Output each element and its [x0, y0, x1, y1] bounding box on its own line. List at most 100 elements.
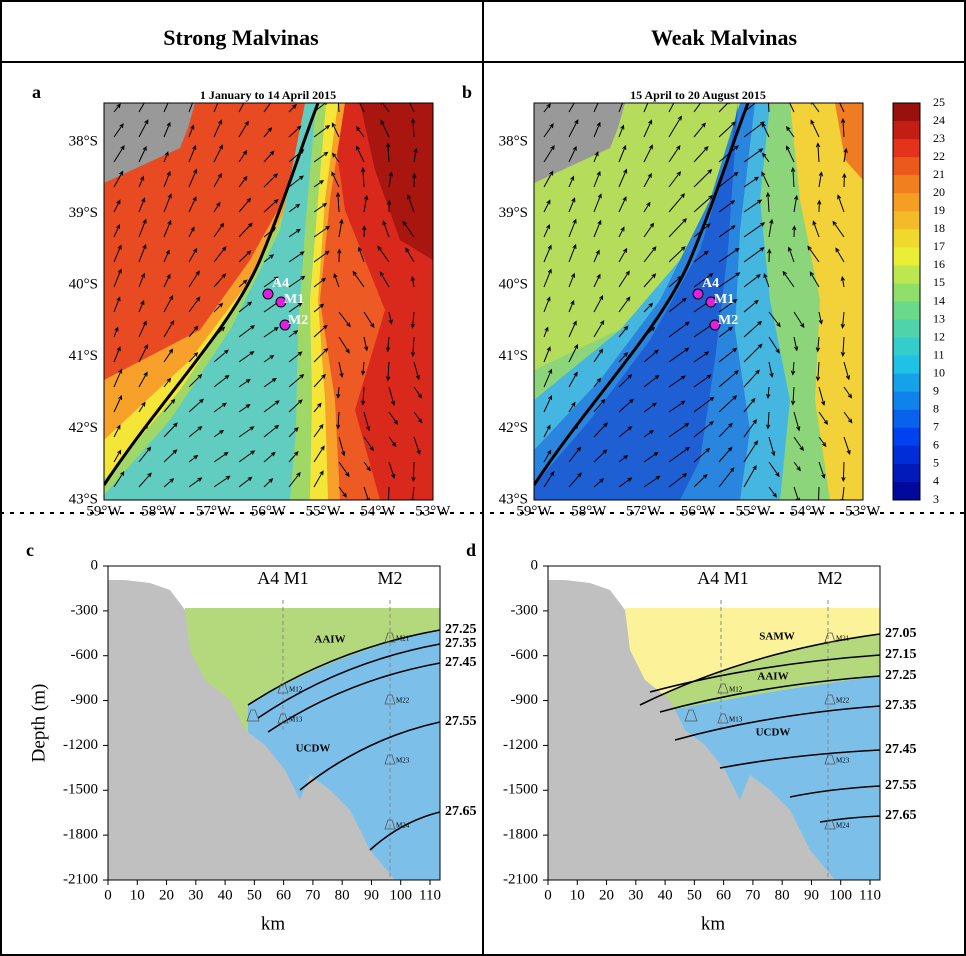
current-arrow	[188, 196, 197, 213]
instrument-marker	[824, 819, 836, 830]
current-arrow	[568, 343, 578, 363]
instrument-label: M12	[289, 686, 303, 694]
current-arrow	[543, 244, 552, 263]
current-arrow	[336, 386, 341, 399]
current-arrow	[618, 144, 627, 163]
current-arrow	[643, 246, 657, 263]
lat-tick-label: 42°S	[69, 420, 98, 436]
current-arrow	[841, 461, 846, 482]
isopycnal-line	[247, 629, 441, 706]
colorbar-tick-label: 16	[933, 257, 945, 271]
current-arrow	[387, 199, 392, 213]
current-arrow	[288, 330, 299, 338]
current-arrow	[263, 276, 279, 288]
colorbar-tick-label: 24	[933, 113, 945, 127]
x-tick-label: 30	[628, 887, 643, 903]
colorbar-tick-label: 17	[933, 239, 945, 253]
instrument-marker	[684, 709, 698, 722]
colorbar-tick-label: 19	[933, 203, 945, 217]
colorbar-segment	[893, 409, 920, 429]
current-arrow	[238, 404, 251, 413]
panel-title: 15 April to 20 August 2015	[630, 88, 766, 102]
current-arrow	[568, 175, 575, 188]
current-arrow	[213, 349, 229, 363]
current-arrow	[388, 171, 394, 188]
isopycnal-label: 27.55	[885, 778, 917, 793]
colorbar-tick-label: 23	[933, 131, 945, 145]
isopycnal-line	[649, 654, 881, 693]
colorbar-tick-label: 8	[933, 402, 939, 416]
current-arrow	[355, 126, 365, 138]
station-marker	[262, 288, 274, 300]
current-arrow	[163, 422, 178, 438]
lat-tick-label: 43°S	[499, 491, 528, 507]
current-arrow	[188, 454, 199, 463]
current-arrow	[138, 401, 146, 413]
x-tick-label: 110	[859, 887, 881, 903]
y-tick-label: -2100	[63, 871, 98, 887]
x-tick-label: 0	[544, 887, 552, 903]
current-arrow	[138, 218, 147, 238]
current-arrow	[313, 151, 329, 163]
lat-tick-label: 42°S	[499, 420, 528, 436]
current-arrow	[818, 486, 820, 500]
current-arrow	[643, 172, 652, 188]
colorbar-tick-label: 9	[933, 383, 939, 397]
lon-tick-label: 54°W	[790, 503, 826, 519]
current-arrow	[313, 470, 324, 488]
current-arrow	[643, 326, 656, 338]
station-label: M2	[377, 568, 402, 588]
current-arrow	[793, 411, 801, 432]
colorbar-tick-label: 18	[933, 221, 945, 235]
current-arrow	[693, 169, 713, 188]
current-arrow	[402, 220, 415, 238]
current-arrow	[743, 464, 757, 488]
current-arrow	[363, 461, 371, 472]
colorbar-segment	[893, 247, 920, 266]
panel-label: b	[462, 82, 472, 102]
current-arrow	[213, 201, 221, 213]
current-arrow	[388, 311, 393, 325]
current-arrow	[313, 180, 325, 188]
current-arrow	[138, 472, 152, 488]
current-arrow	[113, 326, 119, 338]
current-arrow	[568, 218, 577, 238]
current-arrow	[818, 311, 823, 325]
current-arrow	[543, 470, 555, 488]
current-arrow	[618, 325, 629, 338]
colorbar-segment	[893, 175, 920, 194]
current-arrow	[793, 436, 804, 452]
y-tick-label: -2100	[503, 871, 538, 887]
current-arrow	[668, 193, 686, 213]
current-arrow	[313, 373, 326, 388]
station-label: A4 M1	[697, 568, 749, 588]
current-arrow	[188, 398, 204, 413]
current-arrow	[718, 467, 735, 488]
current-arrow	[668, 400, 686, 413]
current-arrow	[288, 471, 301, 488]
instrument-label: M23	[836, 757, 850, 765]
colorbar-segment	[893, 481, 920, 501]
current-arrow	[138, 299, 145, 313]
current-arrow	[138, 423, 149, 438]
current-arrow	[113, 368, 123, 388]
lon-tick-label: 56°W	[251, 503, 287, 519]
instrument-label: M23	[396, 757, 410, 765]
current-arrow	[238, 222, 253, 238]
current-arrow	[668, 144, 681, 163]
current-arrow	[743, 320, 763, 338]
current-arrow	[693, 272, 714, 288]
x-tick-label: 70	[745, 887, 760, 903]
current-arrow	[743, 247, 765, 263]
current-arrow	[288, 451, 299, 463]
current-arrow	[388, 486, 390, 500]
lat-tick-label: 39°S	[499, 205, 528, 221]
lat-tick-label: 41°S	[69, 348, 98, 364]
isopycnal-label: 27.15	[885, 647, 917, 662]
current-arrow	[668, 321, 690, 338]
current-arrow	[188, 226, 195, 238]
current-arrow	[718, 446, 733, 463]
current-arrow	[743, 419, 757, 438]
current-arrow	[338, 436, 346, 457]
current-arrow	[238, 378, 251, 388]
